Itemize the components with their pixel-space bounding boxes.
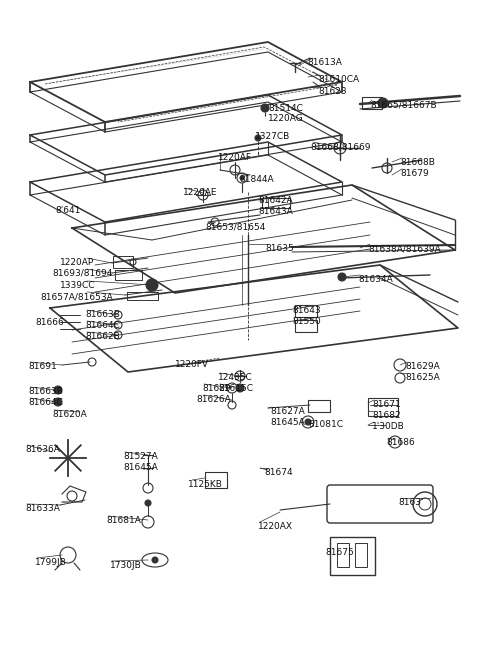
Circle shape: [145, 500, 151, 506]
Text: 8'641: 8'641: [55, 206, 80, 215]
Circle shape: [338, 273, 346, 281]
Bar: [295, 305, 317, 317]
Text: 1220AG: 1220AG: [268, 114, 304, 123]
Text: 81844A: 81844A: [239, 175, 274, 184]
Text: 1220AX: 1220AX: [258, 522, 293, 531]
Text: 81629A: 81629A: [405, 362, 440, 371]
Text: 81527A: 81527A: [123, 452, 158, 461]
Text: 12435C: 12435C: [218, 373, 253, 382]
Text: 81635: 81635: [265, 244, 294, 253]
Circle shape: [261, 104, 269, 112]
Circle shape: [152, 557, 158, 563]
Text: 81664C: 81664C: [85, 321, 120, 330]
Text: 81643: 81643: [292, 306, 321, 315]
Text: 81662B: 81662B: [85, 332, 120, 341]
Text: 1220AF: 1220AF: [218, 153, 252, 162]
Text: 81550: 81550: [292, 317, 321, 326]
Bar: [295, 320, 317, 332]
Text: 1220FV: 1220FV: [175, 360, 209, 369]
Text: 81613A: 81613A: [307, 58, 342, 67]
Text: 1220AE: 1220AE: [183, 188, 217, 197]
Text: 81081C: 81081C: [308, 420, 343, 429]
Text: 81668/81669: 81668/81669: [310, 142, 371, 151]
Text: 81625A: 81625A: [405, 373, 440, 382]
Circle shape: [146, 279, 158, 291]
Text: 81681A: 81681A: [106, 516, 141, 525]
Text: 81682: 81682: [372, 411, 401, 420]
Text: 81642A: 81642A: [258, 196, 293, 205]
Bar: [355, 543, 367, 567]
Text: 81691: 81691: [28, 362, 57, 371]
Text: 81668B: 81668B: [400, 158, 435, 167]
Text: 81615C: 81615C: [218, 384, 253, 393]
Text: 81633A: 81633A: [25, 504, 60, 513]
Text: 81626A: 81626A: [196, 395, 231, 404]
Text: 81620A: 81620A: [52, 410, 87, 419]
Text: 81665/81667B: 81665/81667B: [370, 100, 437, 109]
Circle shape: [54, 398, 62, 406]
Circle shape: [255, 135, 261, 141]
Text: 81623: 81623: [318, 87, 347, 96]
Text: 81638A/81639A: 81638A/81639A: [368, 244, 441, 253]
Text: 1799JB: 1799JB: [35, 558, 67, 567]
Circle shape: [240, 176, 244, 180]
Bar: [205, 472, 227, 488]
Bar: [337, 543, 349, 567]
Circle shape: [54, 386, 62, 394]
Bar: [330, 537, 375, 575]
Text: 81693/81694: 81693/81694: [52, 269, 112, 278]
Text: 81666: 81666: [35, 318, 64, 327]
Text: 81634A: 81634A: [358, 275, 393, 284]
Text: 81679: 81679: [400, 169, 429, 178]
Text: 81675: 81675: [325, 548, 354, 557]
Text: 81671: 81671: [372, 400, 401, 409]
Text: 81636A: 81636A: [25, 445, 60, 454]
Bar: [368, 398, 398, 416]
Circle shape: [305, 419, 311, 425]
Text: 81514C: 81514C: [268, 104, 303, 113]
Text: 1125KB: 1125KB: [188, 480, 223, 489]
Text: 81657A/81653A: 81657A/81653A: [40, 292, 113, 301]
Text: 1'30DB: 1'30DB: [372, 422, 405, 431]
Text: 81663B: 81663B: [28, 387, 63, 396]
Text: 81643A: 81643A: [258, 207, 293, 216]
Text: 81663B: 81663B: [85, 310, 120, 319]
Bar: [362, 97, 382, 109]
Bar: [113, 256, 133, 268]
Text: 81645A: 81645A: [123, 463, 158, 472]
Text: 81674: 81674: [264, 468, 293, 477]
Circle shape: [236, 384, 244, 392]
Circle shape: [378, 98, 388, 108]
Text: 1220AP: 1220AP: [60, 258, 94, 267]
Text: 81629: 81629: [202, 384, 230, 393]
Text: 81653/81654: 81653/81654: [205, 222, 265, 231]
Text: 1730JB: 1730JB: [110, 561, 142, 570]
Text: 81686: 81686: [386, 438, 415, 447]
Text: 81627A: 81627A: [270, 407, 305, 416]
Text: 1339CC: 1339CC: [60, 281, 96, 290]
Text: 8163': 8163': [398, 498, 423, 507]
Text: 81645A: 81645A: [270, 418, 305, 427]
Bar: [262, 198, 290, 208]
Text: 1327CB: 1327CB: [255, 132, 290, 141]
Text: 81664C: 81664C: [28, 398, 63, 407]
Bar: [308, 400, 330, 412]
Text: 81610CA: 81610CA: [318, 75, 359, 84]
